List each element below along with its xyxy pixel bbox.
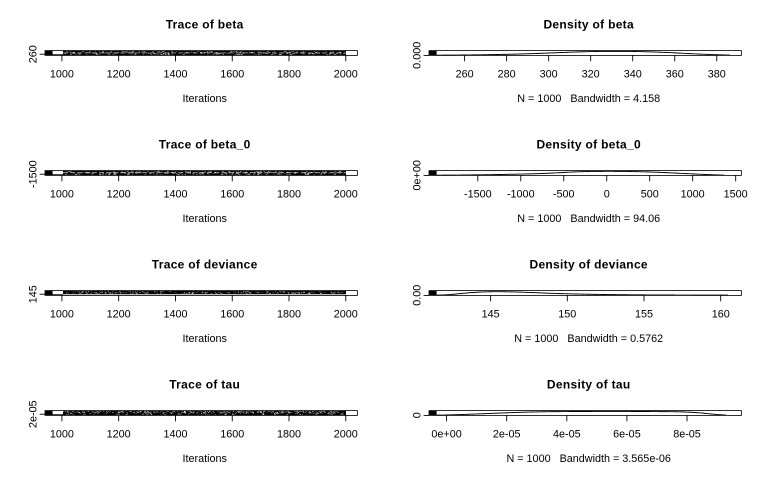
svg-text:Iterations: Iterations [182,93,227,105]
svg-text:1600: 1600 [220,189,244,201]
svg-text:Trace of beta: Trace of beta [166,18,244,32]
svg-text:2000: 2000 [334,189,358,201]
svg-text:Density of deviance: Density of deviance [529,258,647,272]
svg-text:Trace of tau: Trace of tau [169,378,240,392]
svg-text:360: 360 [666,69,684,81]
svg-text:1000: 1000 [50,309,74,321]
svg-text:Trace of deviance: Trace of deviance [152,258,258,272]
svg-text:1200: 1200 [107,309,131,321]
svg-text:340: 340 [624,69,642,81]
svg-text:0.000: 0.000 [411,42,423,69]
svg-text:300: 300 [540,69,558,81]
svg-text:N = 1000 Bandwidth = 94.06: N = 1000 Bandwidth = 94.06 [517,213,660,225]
svg-text:0.00: 0.00 [411,285,423,306]
svg-text:-1000: -1000 [507,189,535,201]
svg-text:150: 150 [558,309,576,321]
svg-text:8e-05: 8e-05 [673,429,701,441]
svg-text:Density of beta_0: Density of beta_0 [536,138,640,152]
svg-text:0e+00: 0e+00 [411,160,423,190]
svg-text:-500: -500 [553,189,575,201]
svg-text:1600: 1600 [220,309,244,321]
svg-text:1000: 1000 [50,429,74,441]
svg-text:1500: 1500 [724,189,748,201]
svg-text:1400: 1400 [163,429,187,441]
svg-text:0: 0 [411,412,423,418]
svg-text:1800: 1800 [277,309,301,321]
svg-text:1800: 1800 [277,69,301,81]
svg-text:Iterations: Iterations [182,333,227,345]
svg-text:2000: 2000 [334,309,358,321]
svg-text:280: 280 [498,69,516,81]
svg-text:4e-05: 4e-05 [553,429,581,441]
svg-text:1200: 1200 [107,429,131,441]
svg-text:6e-05: 6e-05 [613,429,641,441]
svg-text:1400: 1400 [163,69,187,81]
svg-text:260: 260 [456,69,474,81]
svg-text:1400: 1400 [163,309,187,321]
svg-text:1800: 1800 [277,429,301,441]
svg-text:1200: 1200 [107,69,131,81]
svg-text:1000: 1000 [50,189,74,201]
svg-text:1000: 1000 [50,69,74,81]
svg-text:2000: 2000 [334,429,358,441]
svg-text:-1500: -1500 [464,189,492,201]
svg-text:380: 380 [708,69,726,81]
svg-text:500: 500 [641,189,659,201]
svg-text:145: 145 [27,285,39,303]
svg-text:1400: 1400 [163,189,187,201]
svg-text:N = 1000 Bandwidth = 4.158: N = 1000 Bandwidth = 4.158 [517,93,660,105]
svg-text:0e+00: 0e+00 [431,429,461,441]
svg-text:2000: 2000 [334,69,358,81]
svg-text:1600: 1600 [220,69,244,81]
svg-text:N = 1000 Bandwidth = 0.5762: N = 1000 Bandwidth = 0.5762 [514,333,663,345]
svg-text:Density of beta: Density of beta [543,18,634,32]
svg-text:2e-05: 2e-05 [27,400,39,428]
svg-text:0: 0 [604,189,610,201]
svg-text:1800: 1800 [277,189,301,201]
svg-text:N = 1000 Bandwidth = 3.565e-: N = 1000 Bandwidth = 3.565e-06 [506,453,670,465]
svg-text:Trace of beta_0: Trace of beta_0 [159,138,251,152]
svg-text:260: 260 [27,45,39,63]
svg-text:320: 320 [582,69,600,81]
svg-text:2e-05: 2e-05 [493,429,521,441]
svg-text:1600: 1600 [220,429,244,441]
svg-text:145: 145 [482,309,500,321]
svg-text:160: 160 [712,309,730,321]
svg-text:-1500: -1500 [27,160,39,188]
svg-text:Iterations: Iterations [182,213,227,225]
svg-text:Density of tau: Density of tau [547,378,631,392]
svg-text:1000: 1000 [681,189,705,201]
svg-text:Iterations: Iterations [182,453,227,465]
svg-text:1200: 1200 [107,189,131,201]
svg-text:155: 155 [635,309,653,321]
